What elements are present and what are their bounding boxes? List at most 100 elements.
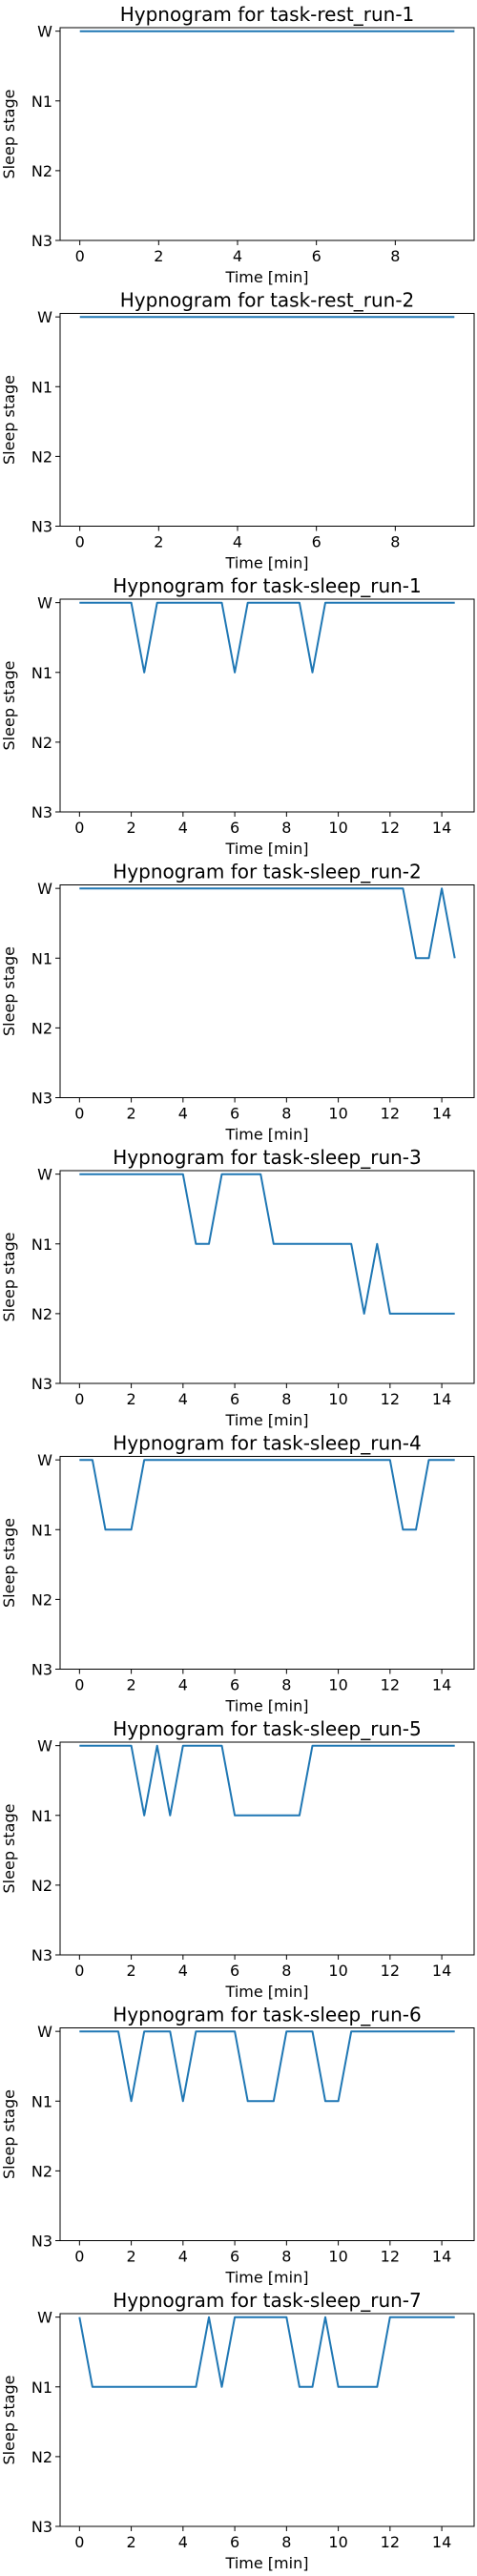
x-tick-label: 8 [281,819,291,837]
y-tick-label: N2 [31,2448,52,2466]
y-axis-label: Sleep stage [0,2089,18,2179]
y-tick-label: N1 [31,949,52,967]
x-tick-label: 8 [281,1105,291,1123]
axes-frame [59,1741,475,1956]
x-tick-label: 2 [127,1676,136,1694]
hypnogram-line [78,2316,455,2388]
y-tick-label: N2 [31,1590,52,1609]
x-tick-label: 4 [178,1390,188,1408]
chart-panel-3: Hypnogram for task-sleep_run-1 W N1 N2 N3 0 2 4… [0,574,475,858]
axes-frame [59,1170,475,1384]
hypnogram-line [79,1459,455,1531]
x-tick-label: 14 [432,2248,451,2266]
x-tick-label: 4 [178,2533,188,2551]
y-tick-label: N3 [31,1090,52,1108]
chart-title: Hypnogram for task-sleep_run-5 [113,1717,421,1740]
y-tick-label: N1 [31,2379,52,2397]
x-axis-label: Time [min] [225,1983,309,2001]
y-tick-label: N2 [31,2162,52,2180]
x-tick-label: 6 [312,247,321,265]
chart-panel-9: Hypnogram for task-sleep_run-7 W N1 N2 N3 0 2 4… [0,2289,475,2572]
x-tick-label: 6 [230,2533,239,2551]
y-tick-label: W [37,2309,52,2327]
y-axis-label: Sleep stage [0,375,18,465]
x-tick-label: 2 [154,247,163,265]
y-tick-label: N1 [31,1236,52,1254]
y-tick-label: N1 [31,378,52,396]
chart-title: Hypnogram for task-sleep_run-2 [113,861,421,883]
chart-title: Hypnogram for task-sleep_run-4 [113,1432,421,1455]
x-tick-label: 12 [381,1676,400,1694]
y-axis-label: Sleep stage [0,90,18,179]
x-tick-label: 14 [432,1962,451,1980]
y-tick-label: N1 [31,1807,52,1825]
y-tick-label: N3 [31,518,52,536]
x-axis-label: Time [min] [225,2269,309,2287]
x-tick-label: 8 [281,1962,291,1980]
x-axis-label: Time [min] [225,554,309,572]
y-tick-label: N3 [31,2233,52,2251]
x-tick-label: 10 [328,2533,347,2551]
x-tick-label: 10 [328,1105,347,1123]
x-tick-label: 4 [178,1676,188,1694]
chart-title: Hypnogram for task-sleep_run-3 [113,1146,421,1169]
y-tick-label: N1 [31,93,52,111]
x-axis-label: Time [min] [225,1126,309,1144]
x-axis-label: Time [min] [225,1697,309,1715]
x-tick-label: 0 [75,247,85,265]
chart-panel-5: Hypnogram for task-sleep_run-3 W N1 N2 N3 0 2 4… [0,1146,475,1429]
x-tick-label: 0 [74,2248,84,2266]
y-tick-label: N3 [31,232,52,250]
x-tick-label: 8 [281,2533,291,2551]
x-axis-label: Time [min] [225,1411,309,1429]
y-tick-label: W [37,308,52,326]
y-tick-label: W [37,1451,52,1469]
x-tick-label: 14 [432,1676,451,1694]
x-tick-label: 0 [75,533,85,551]
y-axis-label: Sleep stage [0,1518,18,1608]
x-tick-label: 6 [230,819,239,837]
y-tick-label: N3 [31,803,52,821]
chart-title: Hypnogram for task-sleep_run-6 [113,2004,421,2026]
x-tick-label: 0 [74,2533,84,2551]
x-tick-label: 6 [230,1105,239,1123]
axes-frame [59,884,475,1098]
x-tick-label: 12 [381,1390,400,1408]
x-tick-label: 10 [328,1390,347,1408]
hypnogram-line [79,601,455,674]
x-tick-label: 4 [178,1105,188,1123]
x-tick-label: 2 [154,533,163,551]
x-tick-label: 0 [74,819,84,837]
y-tick-label: N1 [31,664,52,682]
axes-frame [59,313,475,527]
y-tick-label: N1 [31,1521,52,1539]
axes-frame [59,2313,475,2527]
x-tick-label: 10 [328,2248,347,2266]
axes-frame [59,598,475,813]
x-tick-label: 14 [432,1105,451,1123]
y-tick-label: N3 [31,1946,52,1964]
x-tick-label: 14 [432,819,451,837]
x-tick-label: 8 [281,1676,291,1694]
x-tick-label: 2 [127,1105,136,1123]
chart-title: Hypnogram for task-rest_run-2 [120,289,415,312]
y-tick-label: N3 [31,2518,52,2536]
x-tick-label: 2 [127,1962,136,1980]
x-tick-label: 8 [281,1390,291,1408]
y-axis-label: Sleep stage [0,2376,18,2465]
axes-frame [59,1456,475,1670]
y-tick-label: N3 [31,1661,52,1679]
x-tick-label: 0 [74,1676,84,1694]
hypnogram-line [79,887,456,960]
y-tick-label: W [37,2023,52,2041]
x-tick-label: 2 [127,2533,136,2551]
x-axis-label: Time [min] [225,2554,309,2572]
chart-panel-2: Hypnogram for task-rest_run-2 W N1 N2 N3 0 2 4 6… [0,289,475,572]
chart-panel-4: Hypnogram for task-sleep_run-2 W N1 N2 N3 0 2 4… [0,861,475,1144]
hypnogram-line [79,2030,455,2103]
y-axis-label: Sleep stage [0,1233,18,1322]
x-tick-label: 12 [381,1962,400,1980]
chart-panel-8: Hypnogram for task-sleep_run-6 W N1 N2 N3 0 2 4… [0,2004,475,2287]
y-axis-label: Sleep stage [0,661,18,751]
